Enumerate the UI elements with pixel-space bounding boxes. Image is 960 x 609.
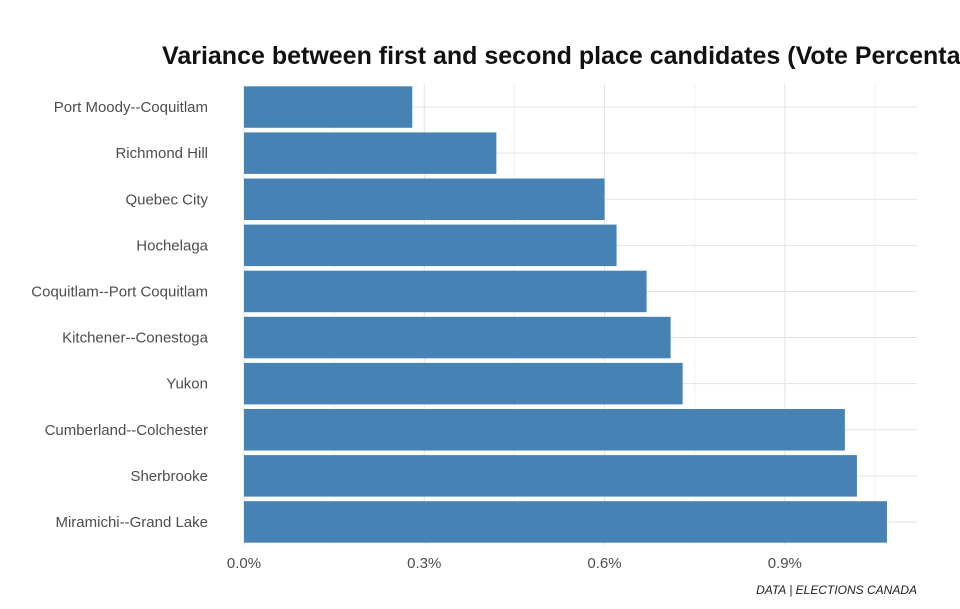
- y-tick-label: Hochelaga: [136, 237, 208, 254]
- bar: [244, 501, 887, 543]
- y-tick-label: Port Moody--Coquitlam: [54, 99, 208, 116]
- bar: [244, 224, 617, 267]
- bar: [244, 455, 857, 497]
- x-tick-label: 0.6%: [587, 555, 621, 572]
- bar: [244, 86, 413, 128]
- y-tick-label: Quebec City: [125, 191, 208, 208]
- y-tick-label: Miramichi--Grand Lake: [55, 514, 208, 531]
- bar: [244, 409, 845, 451]
- y-tick-label: Kitchener--Conestoga: [62, 330, 209, 347]
- x-tick-label: 0.0%: [227, 555, 261, 572]
- y-tick-label: Richmond Hill: [115, 145, 208, 162]
- y-tick-label: Cumberland--Colchester: [45, 422, 208, 439]
- bar: [244, 132, 497, 174]
- bars: [244, 86, 887, 543]
- x-tick-label: 0.3%: [407, 555, 441, 572]
- bar: [244, 362, 683, 405]
- bar: [244, 270, 647, 313]
- chart-title: Variance between first and second place …: [162, 42, 960, 70]
- y-tick-label: Yukon: [166, 376, 208, 393]
- y-tick-label: Sherbrooke: [130, 468, 208, 485]
- bar: [244, 316, 671, 359]
- chart-caption: DATA | ELECTIONS CANADA: [756, 583, 917, 597]
- y-tick-label: Coquitlam--Port Coquitlam: [31, 283, 208, 300]
- x-tick-label: 0.9%: [768, 555, 802, 572]
- x-axis-labels: 0.0% 0.3% 0.6% 0.9%: [227, 555, 802, 572]
- bar: [244, 178, 605, 220]
- y-axis-labels: Port Moody--Coquitlam Richmond Hill Quebec…: [31, 99, 208, 531]
